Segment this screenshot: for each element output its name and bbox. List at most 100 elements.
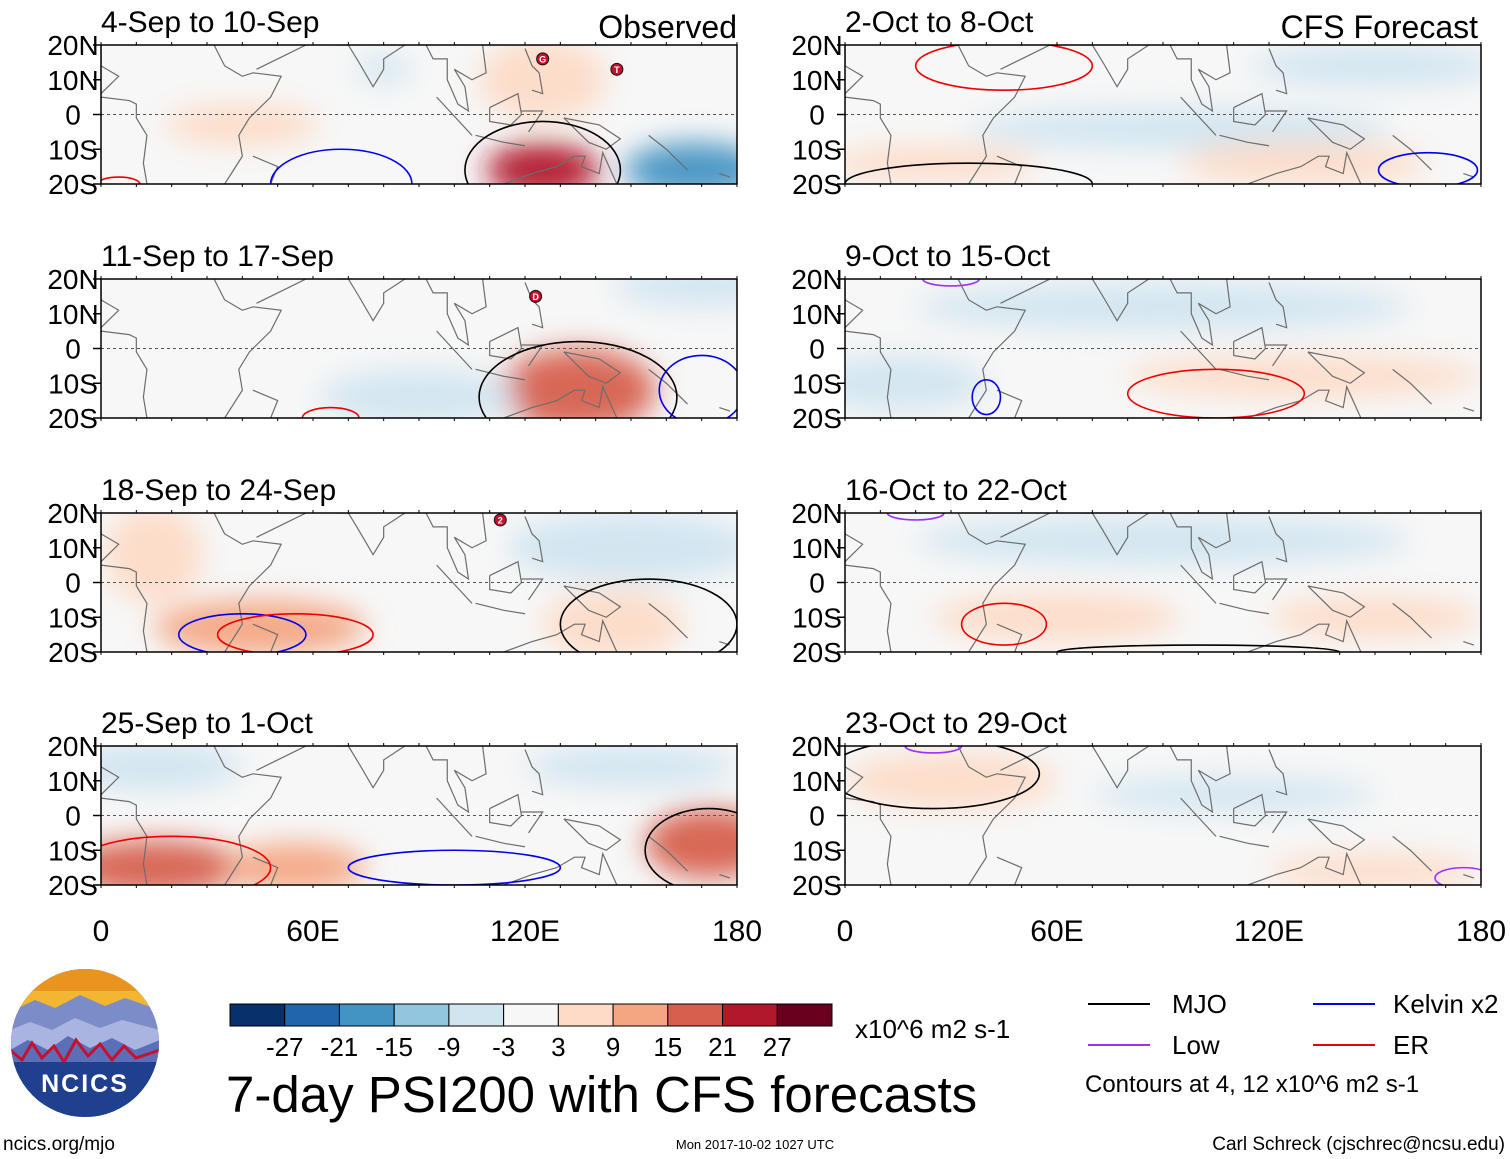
coastline [503,150,618,184]
contour-mjo [478,340,678,418]
colorbar-swatch [612,1003,669,1027]
y-tick-label: 20N [791,498,842,529]
coastline [1169,746,1231,814]
colorbar: -27 -21 -15 -9 -3 3 9 15 21 27 [229,1003,833,1062]
contours [177,578,737,652]
colorbar-swatch [557,1003,614,1027]
anomaly-blob [933,592,1181,642]
coastline [521,110,544,133]
coastline [475,602,526,615]
y-tick-label: 10S [792,602,842,633]
anomaly-field [164,45,737,184]
contour-low [904,746,963,754]
ncics-logo: NCICS [11,969,159,1117]
coastline [101,330,148,418]
observed-label: Observed [598,9,737,45]
coastline [337,746,406,789]
coastline [719,874,731,879]
y-tick-label: 0 [65,801,81,832]
contour-mjo [644,807,737,885]
colorbar-swatch [284,1003,340,1027]
colorbar-label: -21 [321,1032,359,1062]
anomaly-blob [164,104,321,146]
coastline [1265,811,1288,834]
y-tick-label: 10N [47,533,98,564]
coastline [1268,749,1288,796]
panel-period-label: 2-Oct to 8-Oct [845,6,1034,39]
contour-low [886,513,945,521]
logo-text: NCICS [41,1070,129,1098]
author-credit: Carl Schreck (cjschrec@ncsu.edu) [1212,1134,1505,1155]
panel-period-label: 18-Sep to 24-Sep [101,474,336,507]
y-tick-label: 0 [65,568,81,599]
y-tick-label: 10N [47,299,98,330]
coastline [1247,384,1362,418]
coastline [1463,874,1475,879]
coastline [101,96,148,184]
coastline [425,279,487,347]
y-tick-label: 20N [791,264,842,295]
coastline [563,818,622,851]
anomaly-field [915,516,1481,642]
coastline [425,513,487,581]
contour-low [1434,866,1481,885]
coastline [524,749,544,796]
coastlines [845,279,1475,418]
contour-er [216,612,374,652]
contour-legend: MJO Kelvin x2 Low ER [1088,989,1499,1060]
coastline [648,368,688,405]
anomaly-blob [507,513,737,583]
coastline [213,746,283,885]
anomaly-blob [1269,596,1481,639]
coastline [1219,602,1270,615]
anomaly-blob [845,752,1057,809]
coastline [213,279,283,418]
anomaly-blob [101,746,243,792]
anomaly-blob [623,142,737,184]
storm-label: T [614,65,620,75]
forecast-label: CFS Forecast [1281,9,1478,45]
coastline [845,279,864,329]
coastline [436,96,473,136]
coastline [1392,134,1432,171]
anomaly-blob [500,348,656,418]
coastline [252,155,279,184]
units-label: x10^6 m2 s-1 [855,1014,1010,1044]
coastline [256,279,307,304]
panel-period-label: 9-Oct to 15-Oct [845,240,1051,273]
x-tick-label: 120E [490,915,560,948]
storm-label: D [532,292,539,302]
coastline [1081,513,1150,556]
anomaly-field [104,513,737,652]
x-tick-label: 180 [712,915,762,948]
contour-kelvin-x2 [658,354,737,418]
coastline [1169,45,1231,113]
colorbar-swatch [338,1003,395,1027]
coastlines [845,45,1475,184]
x-tick-label: 60E [1030,915,1083,948]
coastline [524,516,544,563]
x-axis-tick-labels: 0 60E 120E 180 0 60E 120E 180 [93,915,1506,948]
anomaly-blob [1127,355,1481,398]
contour-er [301,406,360,418]
anomaly-blob [915,516,1411,566]
coastline [845,564,892,652]
y-tick-label: 20N [47,498,98,529]
coastline [648,134,688,171]
coastlines [845,746,1475,885]
coastline [1307,818,1366,851]
y-tick-label: 10N [791,299,842,330]
coastline [475,835,526,848]
colorbar-swatch [229,1003,286,1027]
contours [101,807,737,885]
colorbar-label: 3 [551,1032,565,1062]
y-tick-label: 0 [809,334,825,365]
contours [845,746,1481,885]
colorbar-label: 9 [606,1032,620,1062]
coastline [1000,279,1051,304]
coastline [503,618,618,652]
coastline [845,797,892,885]
